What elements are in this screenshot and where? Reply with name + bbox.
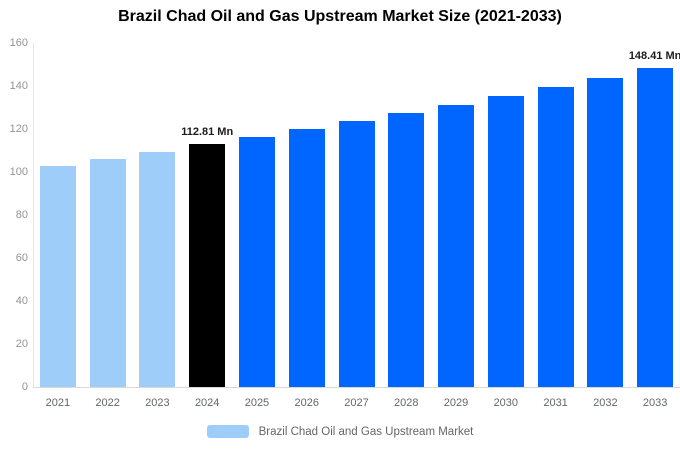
bar-2022[interactable] xyxy=(89,158,126,387)
x-label-2023: 2023 xyxy=(145,397,170,409)
y-tick-label: 100 xyxy=(9,166,28,178)
x-label-2022: 2022 xyxy=(95,397,120,409)
x-label-2030: 2030 xyxy=(493,397,519,409)
value-label-2033: 148.41 Mn xyxy=(628,49,680,62)
x-label-2024: 2024 xyxy=(194,397,220,409)
bar-2031[interactable] xyxy=(537,86,574,387)
y-tick-label: 120 xyxy=(9,123,28,135)
x-label-2025: 2025 xyxy=(244,397,270,409)
chart-title: Brazil Chad Oil and Gas Upstream Market … xyxy=(118,8,562,25)
bar-2030[interactable] xyxy=(487,95,524,387)
x-label-2031: 2031 xyxy=(543,397,568,409)
x-label-2026: 2026 xyxy=(294,397,319,409)
bar-2027[interactable] xyxy=(338,121,375,387)
y-axis-line xyxy=(33,43,34,387)
x-axis-line xyxy=(33,387,680,388)
bar-2029[interactable] xyxy=(438,104,475,387)
bar-2021[interactable] xyxy=(39,165,76,387)
x-label-2028: 2028 xyxy=(394,397,419,409)
y-tick-label: 20 xyxy=(15,338,28,350)
bar-2033[interactable] xyxy=(637,67,674,387)
x-label-2021: 2021 xyxy=(45,397,71,409)
bar-2028[interactable] xyxy=(388,113,425,387)
x-label-2032: 2032 xyxy=(593,397,618,409)
legend-label: Brazil Chad Oil and Gas Upstream Market xyxy=(258,425,474,438)
bar-2025[interactable] xyxy=(238,136,275,387)
x-label-2027: 2027 xyxy=(344,397,369,409)
y-tick-label: 80 xyxy=(15,209,28,221)
y-tick-label: 0 xyxy=(21,381,28,393)
legend-swatch xyxy=(206,425,249,438)
x-label-2029: 2029 xyxy=(443,397,469,409)
bar-2026[interactable] xyxy=(288,129,325,387)
y-tick-label: 40 xyxy=(15,295,28,307)
bar-2024[interactable] xyxy=(189,144,226,387)
y-tick-label: 160 xyxy=(9,37,28,49)
value-label-2024: 112.81 Mn xyxy=(181,126,234,139)
y-tick-label: 60 xyxy=(15,252,28,264)
legend[interactable]: Brazil Chad Oil and Gas Upstream Market xyxy=(0,425,680,438)
y-tick-label: 140 xyxy=(9,80,28,92)
bar-2032[interactable] xyxy=(587,77,624,387)
x-label-2033: 2033 xyxy=(642,397,668,409)
bar-2023[interactable] xyxy=(139,151,176,387)
